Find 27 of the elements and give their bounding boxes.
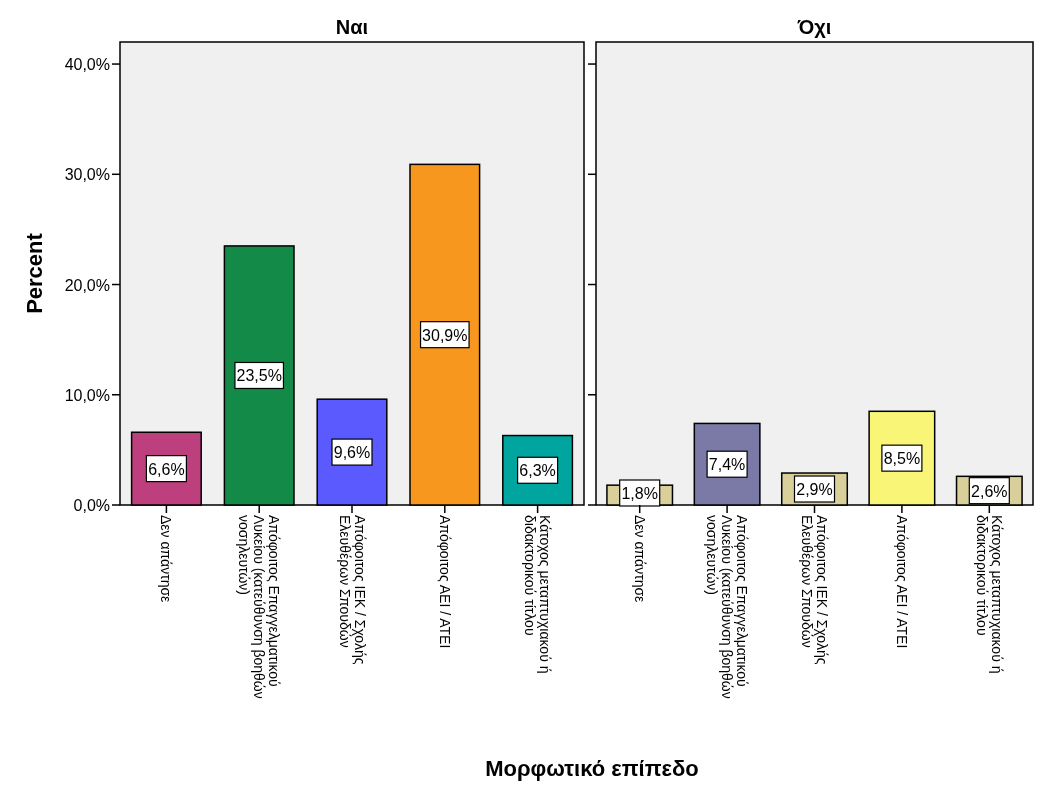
data-label: 9,6%: [333, 444, 371, 462]
x-axis-title: Μορφωτικό επίπεδο: [485, 756, 699, 781]
y-tick-label: 10,0%: [64, 386, 110, 404]
y-tick-label: 20,0%: [64, 276, 110, 294]
y-axis-title: Percent: [22, 232, 47, 314]
data-label: 30,9%: [422, 326, 468, 344]
x-tick-label: Δεν απάντησε: [631, 515, 648, 603]
x-tick-label: Απόφοιτος ΑΕΙ / ΑΤΕΙ: [893, 515, 910, 649]
data-label: 6,6%: [148, 460, 185, 478]
x-tick-label: Κάτοχος μεταπτυχιακού ή διδακτορικού τίτλου: [522, 515, 554, 674]
x-tick-label: Κάτοχος μεταπτυχιακού ή διδακτορικού τίτλου: [973, 515, 1005, 674]
data-label: 7,4%: [708, 456, 746, 474]
chart-title: Όχι: [796, 16, 832, 38]
y-tick-label: 0,0%: [73, 497, 110, 514]
data-label: 1,8%: [621, 485, 658, 502]
x-tick-label: Απόφοιτος Επαγγελματικού Λυκείου (κατεύθυνση βοηθών νοσηλευτών): [704, 515, 751, 699]
data-label: 2,9%: [796, 481, 833, 499]
x-tick-label: Απόφοιτος Επαγγελματικού Λυκείου (κατεύθυνση βοηθών νοσηλευτών): [236, 515, 283, 699]
y-tick-label: 40,0%: [64, 56, 110, 74]
data-label: 6,3%: [519, 462, 556, 480]
x-tick-label: Δεν απάντησε: [158, 515, 175, 603]
chart-title: Ναι: [335, 16, 369, 38]
data-label: 8,5%: [883, 450, 921, 468]
y-tick-label: 30,0%: [64, 166, 110, 184]
x-tick-label: Απόφοιτος ΑΕΙ / ΑΤΕΙ: [436, 515, 453, 649]
data-label: 2,6%: [971, 482, 1008, 500]
data-label: 23,5%: [236, 367, 282, 385]
